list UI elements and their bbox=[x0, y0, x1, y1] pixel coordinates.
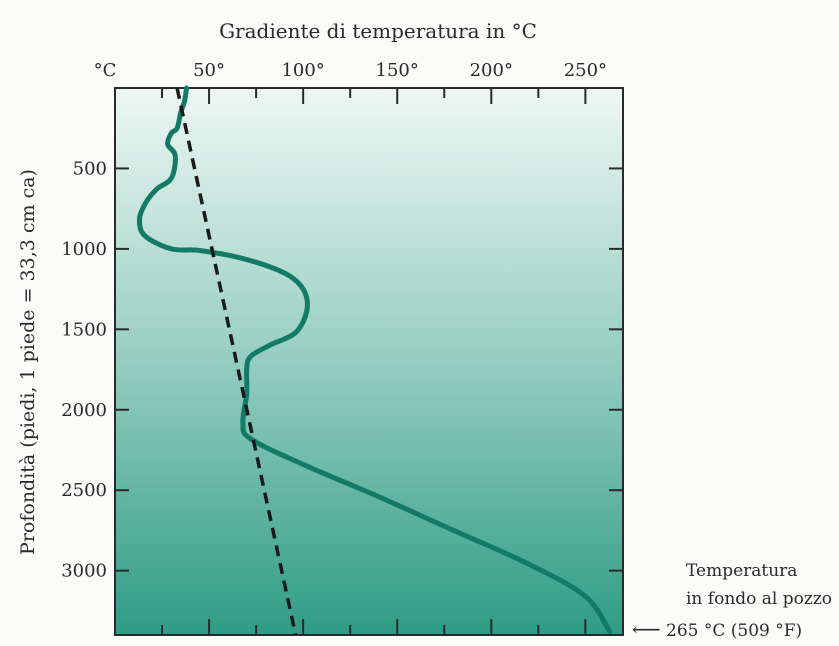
annotation-arrow-icon: ⟵ bbox=[632, 617, 661, 641]
y-tick-label: 3000 bbox=[61, 561, 107, 582]
y-tick-label: 1500 bbox=[61, 319, 107, 340]
x-tick-label: °C bbox=[94, 60, 117, 81]
x-tick-label: 200° bbox=[470, 60, 513, 81]
plot-area bbox=[115, 88, 623, 635]
y-axis-label: Profondità (piedi, 1 piede = 33,3 cm ca) bbox=[17, 169, 39, 555]
annotation-line-3: 265 °C (509 °F) bbox=[666, 621, 802, 641]
y-tick-label: 500 bbox=[73, 158, 107, 179]
x-tick-label: 100° bbox=[281, 60, 324, 81]
annotation-line-2: in fondo al pozzo bbox=[686, 589, 832, 609]
y-tick-label: 1000 bbox=[61, 239, 107, 260]
annotation-line-1: Temperatura bbox=[686, 561, 797, 581]
x-tick-label: 150° bbox=[376, 60, 419, 81]
bottom-temperature-annotation: Temperatura in fondo al pozzo ⟵ 265 °C (… bbox=[632, 561, 832, 641]
chart-title: Gradiente di temperatura in °C bbox=[219, 19, 537, 43]
x-axis-tick-labels: °C 50° 100° 150° 200° 250° bbox=[94, 60, 607, 81]
x-tick-label: 50° bbox=[193, 60, 225, 81]
x-tick-label: 250° bbox=[564, 60, 607, 81]
y-axis-tick-labels: 500 1000 1500 2000 2500 3000 bbox=[61, 158, 107, 581]
y-tick-label: 2000 bbox=[61, 400, 107, 421]
y-tick-label: 2500 bbox=[61, 480, 107, 501]
